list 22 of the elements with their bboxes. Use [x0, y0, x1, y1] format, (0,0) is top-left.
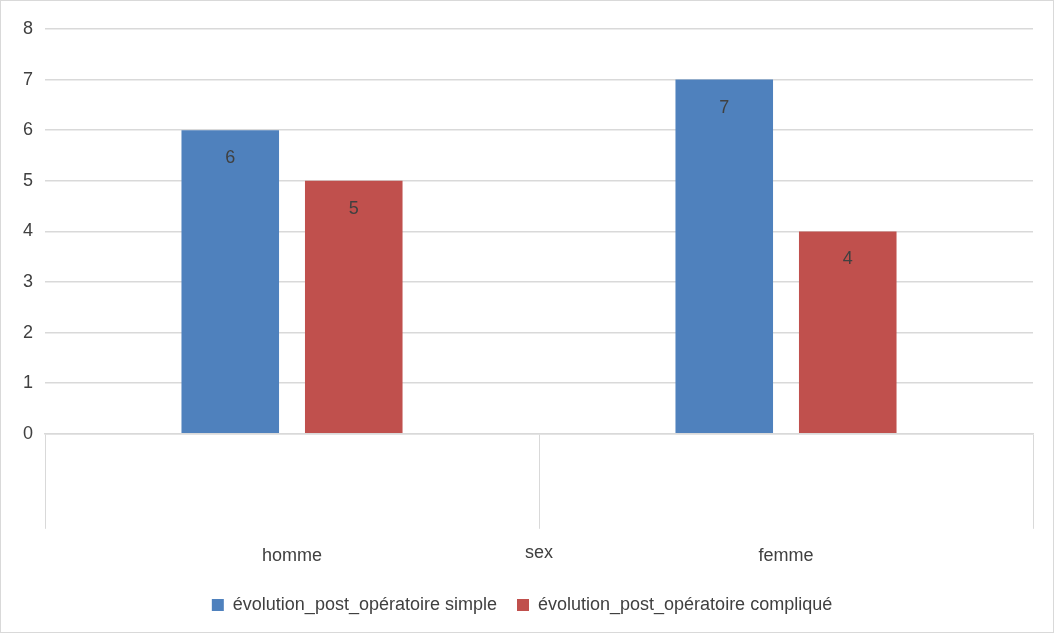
x-tick-label: homme	[261, 544, 323, 565]
data-label: 4	[842, 248, 853, 269]
y-tick-label: 7	[23, 68, 34, 89]
bar	[798, 231, 897, 434]
bar	[181, 130, 280, 434]
data-label: 5	[348, 197, 359, 218]
y-tick-label: 6	[23, 119, 34, 140]
y-tick-label: 2	[23, 321, 34, 342]
legend-label: évolution_post_opératoire simple	[232, 593, 497, 615]
x-axis-title: sex	[525, 542, 554, 563]
bar	[675, 79, 774, 434]
y-tick-label: 4	[23, 220, 34, 241]
y-tick-label: 5	[23, 169, 34, 190]
y-tick-label: 1	[23, 372, 34, 393]
y-tick-label: 3	[23, 270, 34, 291]
y-tick-label: 0	[23, 422, 34, 443]
x-tick-label: femme	[758, 544, 814, 565]
bar	[304, 180, 403, 434]
legend-label: évolution_post_opératoire compliqué	[537, 593, 833, 615]
data-label: 6	[225, 147, 236, 168]
data-label: 7	[719, 96, 730, 117]
y-tick-label: 8	[23, 17, 34, 38]
